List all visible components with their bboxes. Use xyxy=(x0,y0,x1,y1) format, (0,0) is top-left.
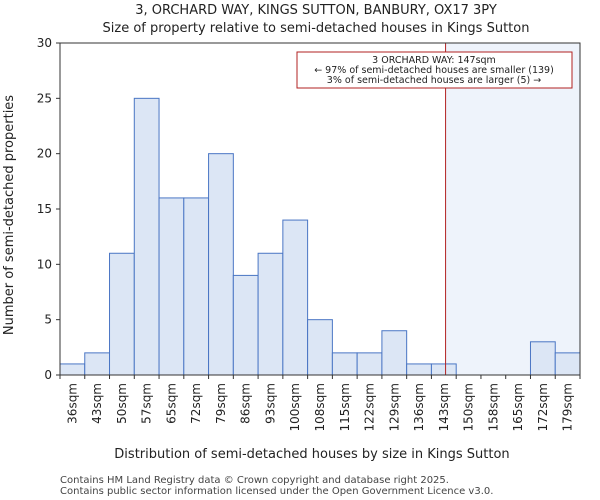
x-tick-label: 100sqm xyxy=(288,383,302,431)
x-tick-label: 115sqm xyxy=(338,383,352,431)
annotation-box xyxy=(296,51,573,89)
x-tick-label: 150sqm xyxy=(462,383,476,431)
x-tick-label: 179sqm xyxy=(561,383,575,431)
y-tick-label: 30 xyxy=(37,36,52,50)
y-tick-label: 25 xyxy=(37,91,52,105)
x-tick-label: 158sqm xyxy=(486,383,500,431)
x-axis-label: Distribution of semi-detached houses by … xyxy=(114,447,509,462)
bar-57sqm xyxy=(133,97,160,376)
y-tick-label: 0 xyxy=(44,368,52,382)
bar-108sqm xyxy=(307,319,333,376)
x-tick-label: 122sqm xyxy=(363,383,377,431)
x-tick-label: 79sqm xyxy=(214,383,228,424)
bar-93sqm xyxy=(257,252,284,376)
bar-129sqm xyxy=(381,330,408,376)
y-axis-label: Number of semi-detached properties xyxy=(2,95,17,335)
x-tick-label: 108sqm xyxy=(313,383,327,431)
bar-86sqm xyxy=(232,274,259,376)
x-tick-label: 43sqm xyxy=(90,383,104,424)
y-tick-label: 5 xyxy=(44,313,52,327)
footer-line-2: Contains public sector information licen… xyxy=(60,486,493,497)
larger-region-shade xyxy=(445,43,580,375)
bar-72sqm xyxy=(183,197,210,376)
x-tick-label: 65sqm xyxy=(164,383,178,424)
chart-subtitle: Size of property relative to semi-detach… xyxy=(103,21,530,36)
y-tick-label: 20 xyxy=(37,147,52,161)
annotation-line-3: 3% of semi-detached houses are larger (5… xyxy=(327,75,541,86)
x-tick-label: 165sqm xyxy=(511,383,525,431)
annotation-line-2: ← 97% of semi-detached houses are smalle… xyxy=(314,65,554,76)
x-tick-label: 136sqm xyxy=(412,383,426,431)
x-tick-label: 72sqm xyxy=(189,383,203,424)
bar-65sqm xyxy=(158,197,185,376)
chart-title: 3, ORCHARD WAY, KINGS SUTTON, BANBURY, O… xyxy=(135,3,497,18)
y-tick-label: 10 xyxy=(37,257,52,271)
bar-36sqm xyxy=(59,363,86,376)
bar-115sqm xyxy=(331,352,358,376)
x-tick-label: 86sqm xyxy=(239,383,253,424)
x-tick-label: 172sqm xyxy=(536,383,550,431)
bar-143sqm xyxy=(430,363,457,376)
bar-179sqm xyxy=(554,352,581,376)
bar-100sqm xyxy=(282,219,309,376)
x-tick-label: 129sqm xyxy=(387,383,401,431)
bar-50sqm xyxy=(109,252,135,376)
bar-122sqm xyxy=(356,352,383,376)
x-tick-label: 93sqm xyxy=(263,383,277,424)
annotation-line-1: 3 ORCHARD WAY: 147sqm xyxy=(372,55,496,66)
x-tick-label: 57sqm xyxy=(140,383,154,424)
bar-136sqm xyxy=(406,363,432,376)
footer-line-1: Contains HM Land Registry data © Crown c… xyxy=(60,475,449,486)
x-tick-label: 50sqm xyxy=(115,383,129,424)
y-tick-label: 15 xyxy=(37,202,52,216)
bar-79sqm xyxy=(208,153,234,376)
x-tick-label: 143sqm xyxy=(437,383,451,431)
bar-172sqm xyxy=(529,341,556,376)
x-tick-label: 36sqm xyxy=(65,383,79,424)
bar-43sqm xyxy=(84,352,111,376)
